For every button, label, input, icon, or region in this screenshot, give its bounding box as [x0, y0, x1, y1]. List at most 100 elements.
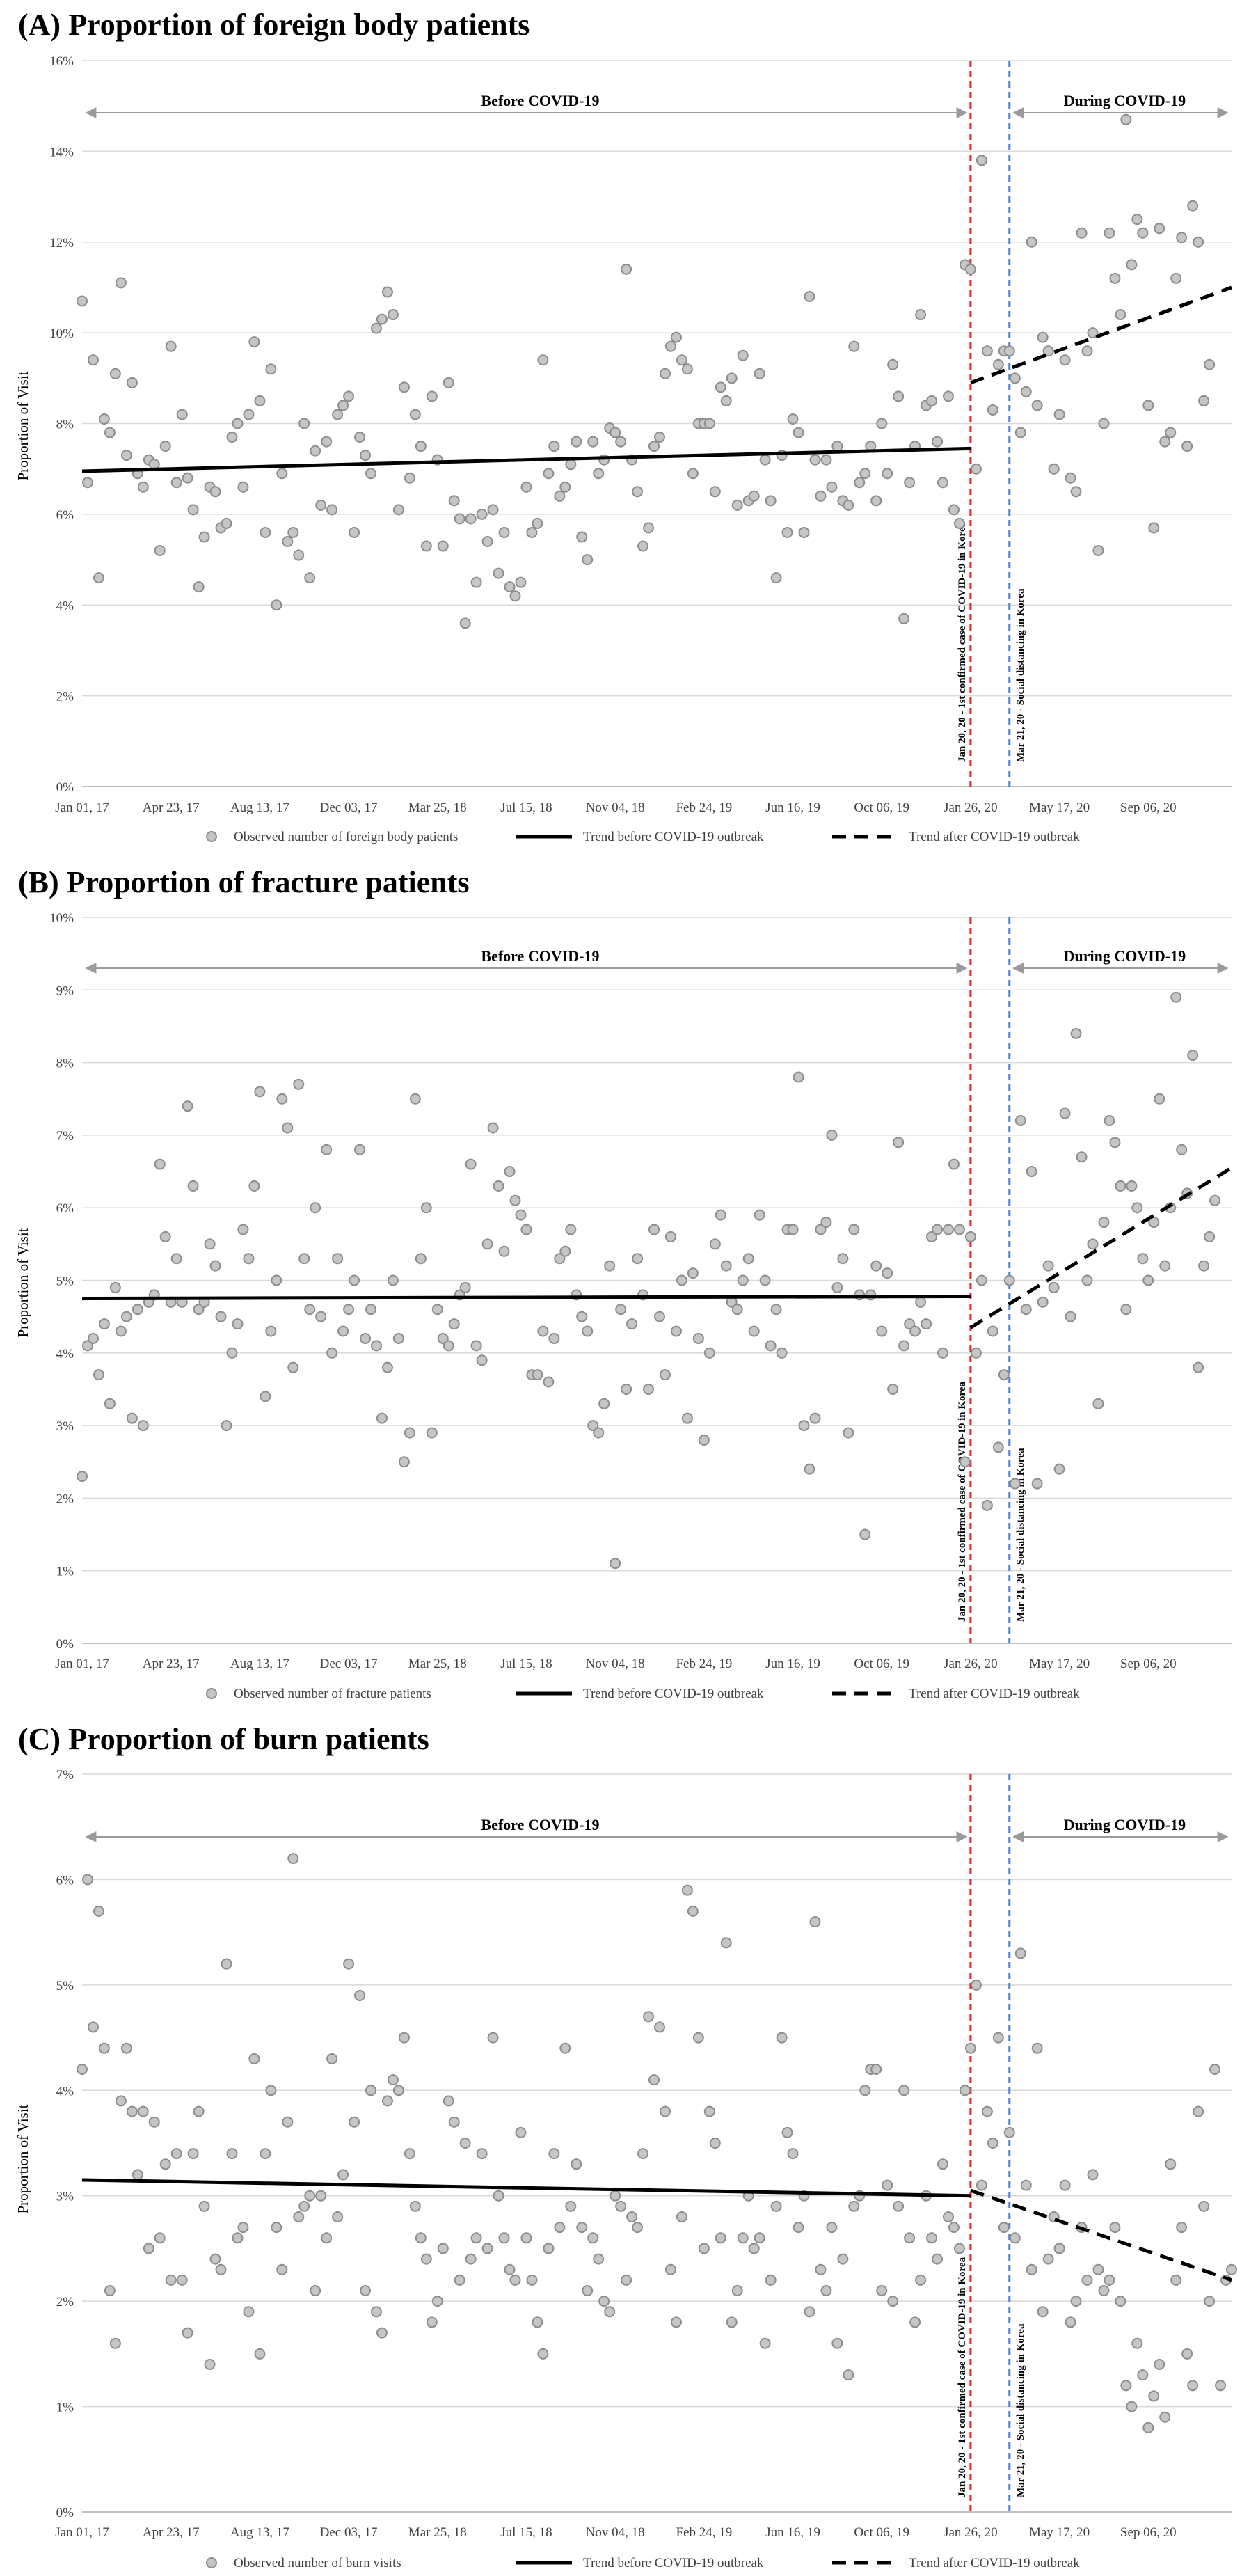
panel-b-data-point	[115, 1325, 127, 1337]
panel-a-data-point	[798, 526, 810, 538]
panel-a-data-point	[687, 468, 699, 480]
panel-a-trends	[81, 285, 1232, 473]
panel-b-data-point	[692, 1332, 704, 1344]
panel-b-data-point	[632, 1253, 644, 1265]
panel-c-data-point	[781, 2126, 793, 2138]
panel-a-data-point	[815, 490, 827, 502]
panel-b-data-point	[770, 1304, 782, 1315]
panel-a-data-point	[1154, 223, 1165, 235]
panel-a-data-point	[248, 336, 260, 348]
panel-c-data-point	[1165, 2158, 1177, 2170]
panel-b-data-point	[709, 1238, 721, 1250]
panel-c-data-point	[1003, 2126, 1015, 2138]
panel-a-data-point	[509, 590, 521, 602]
panel-b-data-point	[1126, 1180, 1138, 1192]
panel-b-y-tick-label: 9%	[56, 983, 74, 998]
panel-a-data-point	[310, 445, 321, 457]
panel-c-data-point	[809, 1916, 821, 1927]
panel-c-data-point	[226, 2148, 238, 2160]
panel-b-data-point	[365, 1304, 376, 1315]
panel-b-data-point	[898, 1340, 910, 1352]
panel-c-data-point	[737, 2232, 749, 2244]
panel-a-data-point	[882, 468, 893, 480]
panel-c-data-point	[576, 2222, 588, 2234]
panel-a-data-point	[271, 599, 282, 611]
panel-b-data-point	[532, 1369, 543, 1381]
panel-a-data-point	[443, 377, 454, 388]
panel-a-data-point	[376, 313, 388, 325]
panel-c-x-tick-label: Apr 23, 17	[143, 2525, 200, 2540]
panel-a-y-tick-label: 12%	[49, 236, 74, 251]
panel-c-y-tick-label: 3%	[56, 2190, 74, 2204]
panel-a-data-point	[193, 581, 205, 593]
panel-c-data-point	[349, 2116, 360, 2128]
panel-b-data-point	[659, 1369, 671, 1381]
panel-a-event-first-case: Jan 20, 20 - 1st confirmed case of COVID…	[957, 521, 968, 762]
panel-b-data-point	[703, 1347, 715, 1359]
panel-a-data-point	[426, 390, 438, 402]
panel-b-data-point	[1120, 1304, 1132, 1315]
panel-a-data-point	[793, 427, 804, 438]
panel-a-data-point	[676, 354, 687, 366]
panel-a-data-point	[648, 441, 660, 452]
panel-b-y-tick-label: 7%	[56, 1129, 74, 1144]
panel-a-x-tick-label: Mar 25, 18	[408, 800, 467, 815]
panel-c-x-tick-label: Jun 16, 19	[765, 2525, 820, 2540]
panel-a-data-point	[321, 436, 333, 448]
panel-c-data-point	[1104, 2274, 1115, 2286]
panel-b-data-point	[904, 1318, 916, 1330]
panel-b-data-point	[859, 1528, 871, 1540]
panel-b-legend-marker-observed	[206, 1688, 217, 1699]
panel-b-period-during: During COVID-19	[1064, 947, 1186, 965]
panel-c-data-point	[287, 1853, 299, 1865]
panel-c-data-point	[87, 2021, 99, 2033]
panel-c-y-tick-label: 2%	[56, 2295, 74, 2309]
panel-c-data-point	[587, 2232, 599, 2244]
panel-c-data-point	[376, 2327, 388, 2339]
panel-c-period-during: During COVID-19	[1064, 1816, 1186, 1833]
panel-a-data-point	[1193, 236, 1204, 248]
panel-b-data-point	[837, 1253, 849, 1265]
panel-b-data-point	[332, 1253, 344, 1265]
panel-b-x-tick-label: Jul 15, 18	[500, 1657, 552, 1671]
panel-a-data-point	[176, 409, 188, 420]
panel-a-data-point	[670, 331, 682, 343]
panel-b-data-point	[882, 1267, 893, 1279]
panel-b-data-point	[504, 1166, 516, 1178]
panel-c-data-point	[426, 2316, 438, 2328]
panel-c-data-point	[926, 2232, 938, 2244]
panel-a-data-point	[621, 263, 632, 275]
panel-c-data-point	[398, 2032, 410, 2044]
panel-c-data-point	[509, 2274, 521, 2286]
panel-a-data-point	[337, 400, 349, 411]
panel-a-x-tick-label: Jan 01, 17	[55, 800, 109, 815]
panel-b-data-point	[876, 1325, 888, 1337]
panel-b-data-point	[509, 1194, 521, 1206]
panel-a-data-point	[610, 427, 621, 438]
panel-c-data-point	[1014, 1947, 1026, 1959]
panel-c-data-point	[515, 2126, 527, 2138]
panel-c-data-point	[770, 2200, 782, 2212]
panel-b-data-point	[1176, 1144, 1188, 1155]
panel-a-data-point	[1187, 200, 1199, 212]
panel-b-data-point	[77, 1471, 88, 1483]
panel-c-data-point	[176, 2274, 188, 2286]
panel-a-data-point	[1148, 522, 1160, 534]
panel-b-data-point	[337, 1325, 349, 1337]
panel-b-y-tick-label: 5%	[56, 1274, 74, 1289]
panel-a-data-point	[681, 363, 693, 375]
panel-c-data-point	[703, 2105, 715, 2117]
panel-a-data-point	[170, 477, 182, 489]
panel-a-data-point	[926, 395, 938, 406]
panel-b-y-tick-label: 2%	[56, 1492, 74, 1506]
panel-c-data-point	[759, 2337, 771, 2349]
panel-b-data-point	[787, 1224, 799, 1235]
panel-b-data-point	[998, 1369, 1010, 1381]
panel-c-data-point	[187, 2148, 199, 2160]
panel-a-data-point	[859, 468, 871, 480]
panel-c-data-point	[1137, 2369, 1149, 2381]
panel-b-data-point	[498, 1245, 510, 1257]
panel-c-data-point	[598, 2296, 610, 2307]
panel-a-data-point	[370, 322, 382, 334]
panel-a-data-point	[459, 617, 471, 629]
